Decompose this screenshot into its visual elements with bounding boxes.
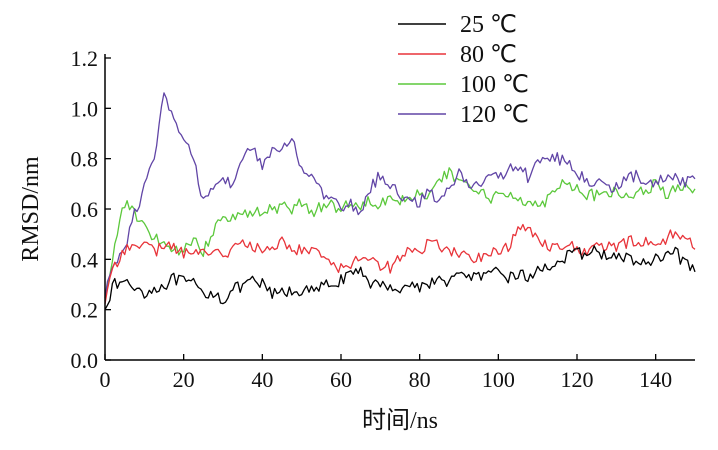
legend-label: 120 ℃	[460, 102, 529, 128]
x-tick-label: 60	[330, 367, 352, 392]
series-line-2	[104, 167, 696, 302]
ticks: 0 20 40 60 80 100 120 140 0.0 0.2 0.4 0.6 0.8 1.0 1.2	[71, 46, 673, 392]
x-tick-label: 140	[639, 367, 672, 392]
y-tick-label: 0.0	[71, 348, 99, 373]
y-tick-label: 0.8	[71, 147, 99, 172]
x-axis-title: 时间/ns	[362, 407, 438, 434]
y-tick-label: 0.6	[71, 197, 99, 222]
y-axis-title: RMSD/nm	[18, 156, 44, 262]
y-tick-label: 0.4	[71, 247, 99, 272]
x-tick-label: 80	[409, 367, 431, 392]
series-line-0	[104, 245, 696, 310]
y-tick-label: 0.2	[71, 298, 99, 323]
legend-label: 80 ℃	[460, 42, 517, 68]
legend-label: 25 ℃	[460, 12, 517, 38]
legend-label: 100 ℃	[460, 72, 529, 98]
x-tick-label: 0	[100, 367, 111, 392]
x-tick-label: 120	[561, 367, 594, 392]
y-tick-label: 1.2	[71, 46, 99, 71]
series-line-1	[104, 223, 696, 305]
x-tick-label: 20	[173, 367, 195, 392]
y-tick-label: 1.0	[71, 96, 99, 121]
x-tick-label: 100	[482, 367, 515, 392]
axes	[104, 54, 695, 361]
legend: 25 ℃ 80 ℃ 100 ℃ 120 ℃	[398, 12, 529, 128]
series-line-3	[104, 92, 696, 298]
x-tick-label: 40	[251, 367, 273, 392]
series-layer	[104, 92, 696, 310]
